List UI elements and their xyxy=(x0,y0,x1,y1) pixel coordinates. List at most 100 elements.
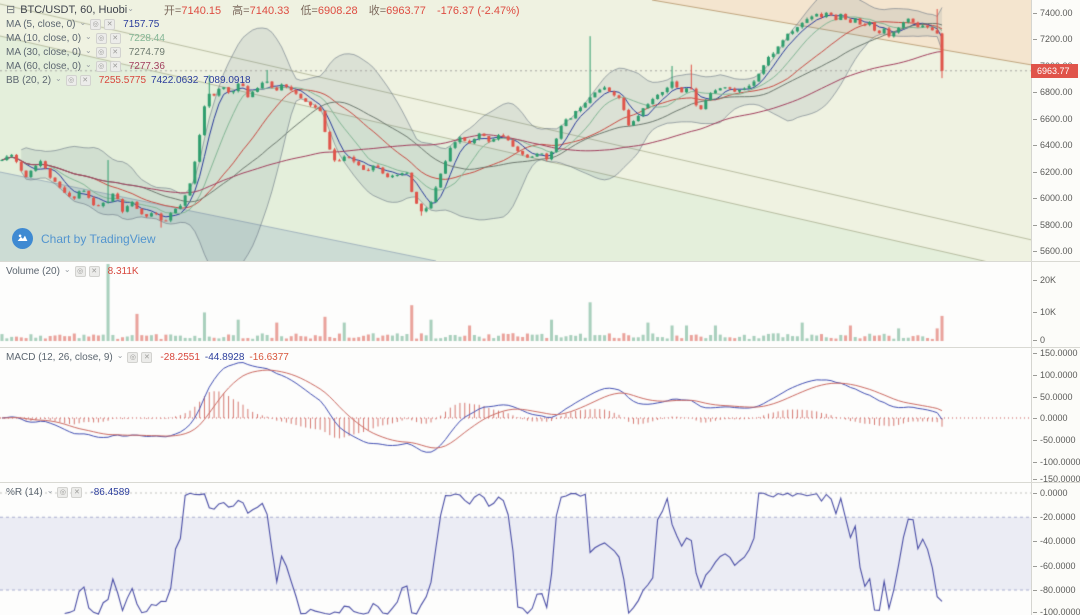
eye-icon[interactable]: ◎ xyxy=(90,18,102,30)
macd-hist-value: -28.2551 xyxy=(160,351,200,363)
eye-icon[interactable]: ◎ xyxy=(57,486,69,498)
high-label: 高= xyxy=(232,4,250,17)
volume-pane: Volume (20) ⌄ ◎ ✕ 8.311K 20K 10K 0 xyxy=(0,261,1080,347)
symbol-title-row[interactable]: ⊟ BTC/USDT, 60, Huobi ⌄ 开=7140.15 高=7140… xyxy=(6,2,520,17)
low-label: 低= xyxy=(300,4,318,17)
price-pane: ⊟ BTC/USDT, 60, Huobi ⌄ 开=7140.15 高=7140… xyxy=(0,0,1080,261)
tradingview-logo-icon xyxy=(12,228,33,249)
indicator-label: MACD (12, 26, close, 9) xyxy=(6,351,113,363)
indicator-legend-wr: %R (14) ⌄ ◎ ✕ -86.4589 xyxy=(6,485,130,499)
axis-label: -80.0000 xyxy=(1032,585,1076,595)
axis-label: 0.0000 xyxy=(1032,413,1068,423)
percent-r-axis[interactable]: 0.0000 -20.0000 -40.0000 -60.0000 -80.0000 -1… xyxy=(1031,483,1080,615)
close-icon[interactable]: ✕ xyxy=(109,60,121,72)
indicator-value: 7277.36 xyxy=(128,60,165,72)
price-axis[interactable]: 6963.77 7400.007200.007000.006800.006600… xyxy=(1031,0,1080,261)
indicator-label: MA (60, close, 0) xyxy=(6,60,82,72)
axis-label: 6000.00 xyxy=(1032,193,1073,203)
indicator-value: 8.311K xyxy=(107,265,139,277)
axis-label: 0.0000 xyxy=(1032,488,1068,498)
axis-label: 7400.00 xyxy=(1032,8,1073,18)
eye-icon[interactable]: ◎ xyxy=(95,60,107,72)
macd-legend: MACD (12, 26, close, 9) ⌄ ◎ ✕ -28.2551 -… xyxy=(6,350,289,364)
indicator-value: 7228.44 xyxy=(128,32,165,44)
axis-label: -20.0000 xyxy=(1032,512,1076,522)
main-legend: ⊟ BTC/USDT, 60, Huobi ⌄ 开=7140.15 高=7140… xyxy=(6,2,520,87)
axis-label: 6800.00 xyxy=(1032,87,1073,97)
axis-label: -150.0000 xyxy=(1032,474,1080,482)
volume-legend: Volume (20) ⌄ ◎ ✕ 8.311K xyxy=(6,264,139,278)
chevron-down-icon[interactable]: ⌄ xyxy=(116,351,124,360)
axis-label: 10K xyxy=(1032,307,1056,317)
eye-icon[interactable]: ◎ xyxy=(95,32,107,44)
bb-lower-value: 7089.0918 xyxy=(203,74,251,86)
axis-label: 5600.00 xyxy=(1032,246,1073,256)
change-value: -176.37 (-2.47%) xyxy=(436,4,520,17)
tradingview-attribution[interactable]: Chart by TradingView xyxy=(12,228,156,249)
close-icon[interactable]: ✕ xyxy=(79,74,91,86)
percent-r-chart-canvas[interactable] xyxy=(0,483,1032,615)
bb-upper-value: 7422.0632 xyxy=(151,74,199,86)
indicator-legend-volume: Volume (20) ⌄ ◎ ✕ 8.311K xyxy=(6,264,139,278)
close-icon[interactable]: ✕ xyxy=(104,18,116,30)
indicator-value: -86.4589 xyxy=(90,486,130,498)
close-icon[interactable]: ✕ xyxy=(109,46,121,58)
eye-icon[interactable]: ◎ xyxy=(74,265,86,277)
high-value: 7140.33 xyxy=(249,4,290,17)
axis-label: -100.0000 xyxy=(1032,607,1080,615)
macd-chart-canvas[interactable] xyxy=(0,348,1032,482)
indicator-label: MA (5, close, 0) xyxy=(6,18,76,30)
close-icon[interactable]: ✕ xyxy=(141,351,153,363)
close-icon[interactable]: ✕ xyxy=(88,265,100,277)
eye-icon[interactable]: ◎ xyxy=(65,74,77,86)
attribution-text: Chart by TradingView xyxy=(41,231,156,246)
volume-axis[interactable]: 20K 10K 0 xyxy=(1031,262,1080,347)
chevron-down-icon[interactable]: ⌄ xyxy=(55,74,62,83)
indicator-legend-bb: BB (20, 2) ⌄ ◎ ✕ 7255.5775 7422.0632 708… xyxy=(6,73,520,87)
volume-chart-canvas[interactable] xyxy=(0,262,1032,347)
close-value: 6963.77 xyxy=(386,4,426,17)
symbol-title: BTC/USDT, 60, Huobi xyxy=(20,3,128,16)
axis-label: 150.0000 xyxy=(1032,348,1078,358)
percent-r-pane: %R (14) ⌄ ◎ ✕ -86.4589 0.0000 -20.0000 -40… xyxy=(0,482,1080,615)
close-label: 收= xyxy=(368,4,387,17)
eye-icon[interactable]: ◎ xyxy=(127,351,139,363)
indicator-label: Volume (20) xyxy=(6,265,60,277)
chevron-down-icon[interactable]: ⌄ xyxy=(85,32,92,41)
chevron-down-icon[interactable]: ⌄ xyxy=(46,486,54,495)
axis-label: 6600.00 xyxy=(1032,114,1073,124)
eye-icon[interactable]: ◎ xyxy=(95,46,107,58)
indicator-label: MA (30, close, 0) xyxy=(6,46,82,58)
axis-label: 50.0000 xyxy=(1032,392,1073,402)
close-icon[interactable]: ✕ xyxy=(71,486,83,498)
axis-label: 100.0000 xyxy=(1032,370,1078,380)
indicator-legend-ma10: MA (10, close, 0) ⌄ ◎ ✕ 7228.44 xyxy=(6,31,520,45)
open-label: 开= xyxy=(163,4,182,17)
ohlc-readout: 开=7140.15 高=7140.33 低=6908.28 收=6963.77 … xyxy=(164,2,520,18)
axis-label: -100.0000 xyxy=(1032,457,1080,467)
indicator-legend-ma30: MA (30, close, 0) ⌄ ◎ ✕ 7274.79 xyxy=(6,45,520,59)
axis-label: 0 xyxy=(1032,335,1045,345)
bb-basis-value: 7255.5775 xyxy=(98,74,147,86)
chevron-down-icon[interactable]: ⌄ xyxy=(79,18,87,27)
low-value: 6908.28 xyxy=(317,4,358,17)
indicator-label: MA (10, close, 0) xyxy=(6,32,82,44)
open-value: 7140.15 xyxy=(181,4,222,17)
chevron-down-icon[interactable]: ⌄ xyxy=(85,46,92,55)
chevron-down-icon[interactable]: ⌄ xyxy=(63,265,71,274)
axis-label: 6400.00 xyxy=(1032,140,1073,150)
axis-label: -50.0000 xyxy=(1032,435,1076,445)
interval-icon: ⊟ xyxy=(6,4,16,16)
axis-label: -40.0000 xyxy=(1032,536,1076,546)
axis-label: 6200.00 xyxy=(1032,167,1073,177)
close-icon[interactable]: ✕ xyxy=(109,32,121,44)
current-price-badge: 6963.77 xyxy=(1031,64,1078,78)
chevron-down-icon[interactable]: ⌄ xyxy=(127,3,134,13)
price-chart-canvas[interactable] xyxy=(0,0,1032,261)
chevron-down-icon[interactable]: ⌄ xyxy=(85,60,92,69)
indicator-value: 7274.79 xyxy=(128,46,165,58)
indicator-legend-ma5: MA (5, close, 0) ⌄ ◎ ✕ 7157.75 xyxy=(6,17,520,31)
axis-label: 20K xyxy=(1032,275,1056,285)
macd-axis[interactable]: 150.0000 100.0000 50.0000 0.0000 -50.0000 -10… xyxy=(1031,348,1080,482)
